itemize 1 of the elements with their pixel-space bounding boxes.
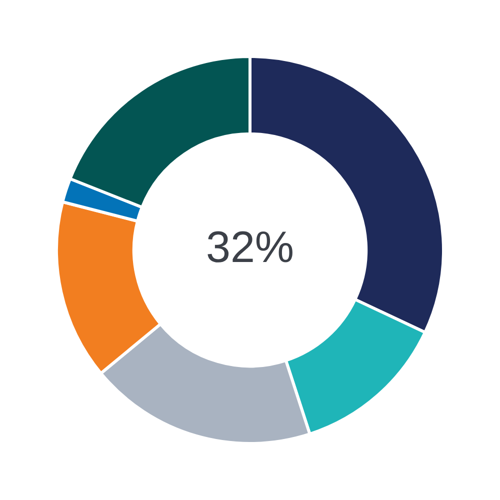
text: 32% — [206, 223, 294, 272]
